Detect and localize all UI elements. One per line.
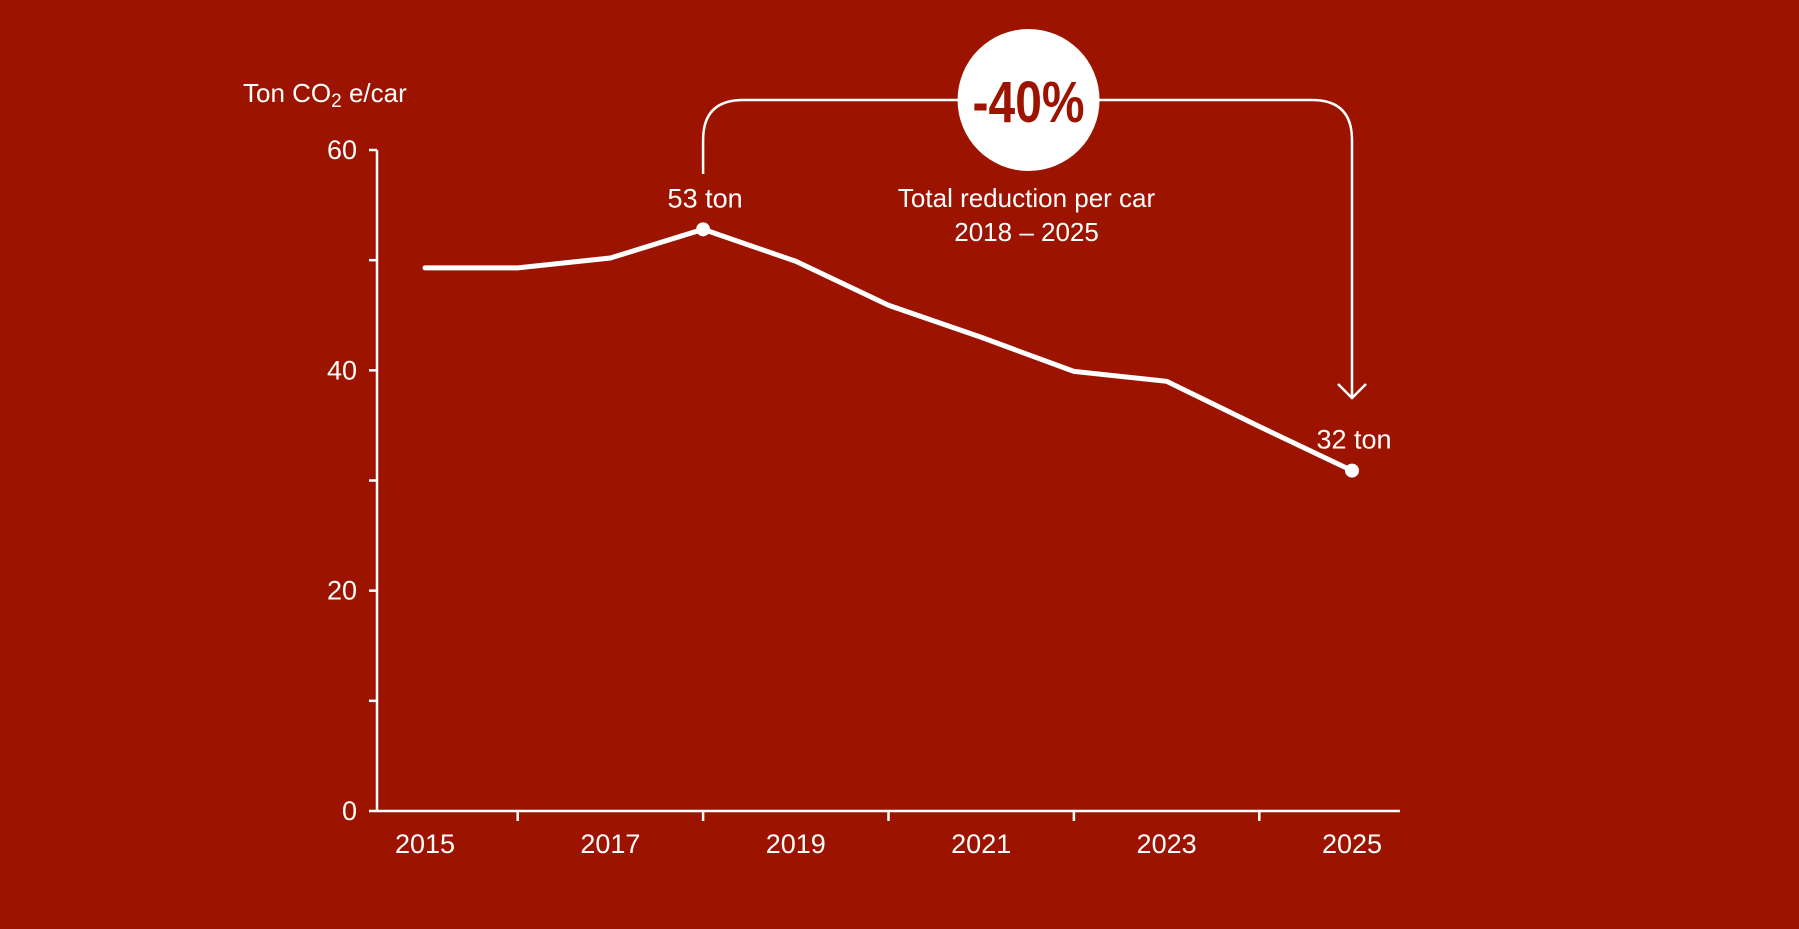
x-tick-label: 2015 bbox=[395, 829, 455, 859]
x-tick-label: 2021 bbox=[951, 829, 1011, 859]
y-tick-label: 0 bbox=[342, 796, 357, 826]
y-tick-label: 40 bbox=[327, 355, 357, 385]
series-group bbox=[422, 226, 1355, 474]
highlight-label: 32 ton bbox=[1316, 425, 1391, 455]
reduction-annotation: -40% Total reduction per car 2018 – 2025 bbox=[701, 29, 1367, 400]
series-line bbox=[422, 226, 1355, 474]
highlight-point bbox=[1345, 463, 1359, 478]
x-tick-label: 2023 bbox=[1137, 829, 1197, 859]
highlight-points: 53 ton 32 ton bbox=[668, 183, 1392, 478]
arrowhead bbox=[1337, 383, 1367, 400]
x-tick-label: 2019 bbox=[766, 829, 826, 859]
x-tick-label: 2017 bbox=[580, 829, 640, 859]
x-tick-label: 2025 bbox=[1322, 829, 1382, 859]
reduction-badge-label: -40% bbox=[973, 70, 1085, 135]
reduction-caption-line2: 2018 – 2025 bbox=[954, 217, 1099, 247]
y-ticks: 0 20 40 60 bbox=[327, 135, 377, 826]
y-tick-label: 60 bbox=[327, 135, 357, 165]
y-axis-title: Ton CO2 e/car bbox=[243, 78, 407, 112]
x-ticks: 2015 2017 2019 2021 2023 2025 bbox=[395, 811, 1382, 859]
highlight-label: 53 ton bbox=[668, 183, 743, 213]
y-tick-label: 20 bbox=[327, 576, 357, 606]
highlight-point bbox=[696, 222, 711, 237]
reduction-caption-line1: Total reduction per car bbox=[898, 183, 1156, 213]
reduction-badge bbox=[957, 29, 1100, 171]
